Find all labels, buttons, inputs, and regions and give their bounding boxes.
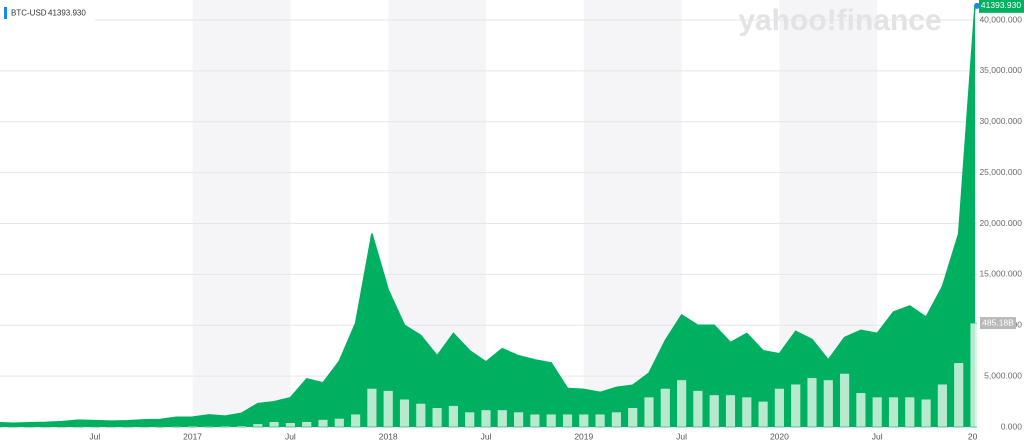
last-point [974, 2, 980, 9]
x-tick-label: 2018 [379, 431, 398, 441]
volume-bar [823, 379, 834, 428]
x-tick-label: Jul [481, 431, 492, 441]
x-tick-label: Jul [676, 431, 687, 441]
band [192, 0, 291, 427]
volume-bar [480, 409, 492, 428]
volume-bar [855, 392, 867, 428]
x-tick-label: Jul [872, 431, 883, 441]
volume-bar [969, 322, 977, 428]
volume-bar [725, 394, 736, 428]
plot: 6Jul2017Jul2018Jul2019Jul2020Jul202 [0, 5, 982, 441]
volume-bar [953, 362, 964, 428]
volume-bar [888, 396, 899, 428]
volume-bar [497, 409, 508, 428]
watermark: yahoo!finance [738, 4, 941, 37]
volume-bar [578, 413, 589, 428]
volume-bar [154, 426, 166, 428]
legend-name: BTC-USD [11, 9, 47, 18]
volume-bar [709, 394, 720, 428]
volume-tag [980, 317, 1016, 330]
y-tick-label: 0.000 [1001, 421, 1023, 431]
volume-bar [546, 413, 557, 428]
x-tick-label: 2019 [574, 431, 593, 441]
volume-bar [317, 419, 329, 428]
volume-tag-label: 485.18B [982, 317, 1014, 327]
volume-bar [383, 390, 394, 428]
volume-bar [594, 413, 606, 428]
y-tick-label: 30,000.000 [979, 116, 1022, 126]
volume-bar [529, 413, 541, 428]
volume-bar [268, 421, 280, 428]
volume-bar [562, 413, 573, 428]
volume-bar [937, 383, 948, 428]
volume-bar [757, 400, 769, 428]
y-tick-label: 40,000.000 [979, 14, 1022, 24]
volume-bar [660, 388, 671, 428]
volume-bar [676, 379, 687, 428]
volume-bar [431, 407, 443, 428]
x-tick-label: 2017 [183, 431, 202, 441]
volume-bar [904, 396, 915, 428]
volume-bar [366, 388, 378, 428]
volume-bar [513, 411, 524, 428]
legend-swatch [4, 7, 7, 19]
volume-bar [187, 425, 198, 428]
price-line [0, 5, 976, 424]
volume-bar [252, 423, 263, 428]
volume-bar [301, 421, 312, 428]
volume-bar [611, 411, 622, 428]
volume-bar [89, 426, 100, 428]
volume-bar [334, 418, 345, 428]
x-tick-label: 202 [968, 431, 982, 441]
volume-bar [806, 377, 818, 428]
volume-bar [203, 425, 215, 428]
y-tick-label: 15,000.000 [979, 269, 1022, 279]
y-tick-label: 20,000.000 [979, 218, 1022, 228]
volume-bar [236, 425, 247, 428]
volume-bar [350, 413, 361, 428]
volume-bar [920, 398, 932, 428]
volume-bar [73, 426, 84, 428]
x-tick-label: Jul [89, 431, 100, 441]
x-tick-label: Jul [285, 431, 296, 441]
volume-bar [464, 411, 475, 428]
y-tick-label: 5,000.000 [984, 370, 1022, 380]
legend-box [0, 4, 95, 22]
volume-bar [627, 407, 638, 428]
price-tag-label: 41393.930 [981, 0, 1021, 10]
volume-bar [220, 425, 231, 428]
x-tick-label: 2020 [770, 431, 789, 441]
volume-bar [285, 422, 296, 428]
axis: 0.0005,000.00010,000.00015,000.00020,000… [974, 0, 1024, 431]
volume-bar [692, 390, 704, 428]
volume-bar [872, 396, 883, 428]
price-tag [979, 0, 1024, 13]
area-fill [0, 5, 975, 427]
volume-bar [399, 398, 410, 428]
volume-bar [790, 383, 801, 428]
volume-bar [643, 396, 655, 428]
volume-bar [741, 396, 752, 428]
volume-bar [448, 405, 459, 428]
volume-bar [774, 388, 785, 428]
volume-bar [171, 425, 182, 428]
legend-value: 41393.930 [48, 9, 86, 18]
y-tick-label: 35,000.000 [979, 65, 1022, 75]
volume-bar [839, 373, 850, 428]
y-tick-label: 25,000.000 [979, 167, 1022, 177]
volume-bar [415, 403, 426, 428]
legend: BTC-USD 41393.930 [0, 4, 95, 22]
